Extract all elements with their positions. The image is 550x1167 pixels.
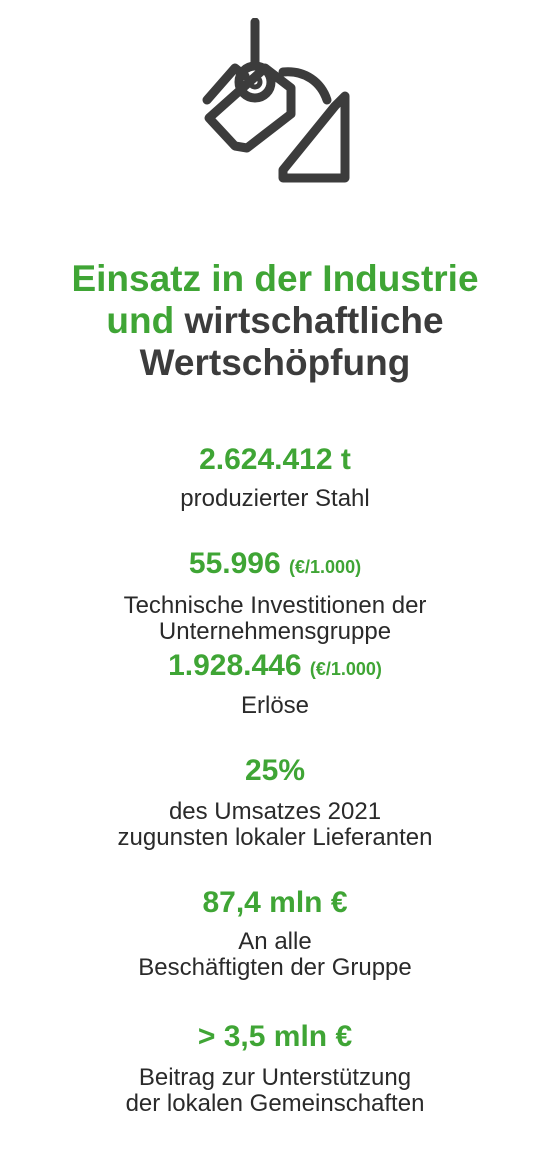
title-line-1: Einsatz in der Industrie	[71, 258, 479, 299]
stat-value: 25%	[244, 754, 306, 787]
stat-description: Beitrag zur Unterstützung der lokalen Ge…	[125, 1064, 425, 1117]
page-title: Einsatz in der Industrie und wirtschaftl…	[0, 258, 550, 384]
stat-description: des Umsatzes 2021 zugunsten lokaler Lief…	[117, 798, 433, 851]
steel-ladle-icon	[195, 17, 355, 188]
stat-description: produzierter Stahl	[180, 485, 370, 512]
stat-unit: (€/1.000)	[309, 659, 382, 679]
stat-unit: (€/1.000)	[289, 557, 362, 577]
title-line-2-dark: wirtschaftliche	[174, 300, 444, 341]
stat-description: An alle Beschäftigten der Gruppe	[138, 928, 412, 981]
stat-steel-production: 2.624.412 t produzierter Stahl	[0, 442, 550, 512]
stat-value-line: 55.996 (€/1.000)	[0, 546, 550, 585]
stat-value: 55.996	[188, 547, 281, 580]
stat-description: Technische Investitionen der Unternehmen…	[123, 592, 427, 645]
stat-investments: 55.996 (€/1.000) Technische Investitione…	[0, 546, 550, 645]
stat-revenue: 1.928.446 (€/1.000) Erlöse	[0, 648, 550, 719]
stat-local-suppliers: 25% des Umsatzes 2021 zugunsten lokaler …	[0, 753, 550, 851]
stat-value-line: 1.928.446 (€/1.000)	[0, 648, 550, 687]
stat-community-support: > 3,5 mln € Beitrag zur Unterstützung de…	[0, 1019, 550, 1117]
title-line-3: Wertschöpfung	[139, 342, 411, 383]
stat-employees: 87,4 mln € An alle Beschäftigten der Gru…	[0, 885, 550, 981]
stat-value: 87,4 mln €	[202, 886, 348, 919]
stat-description: Erlöse	[240, 692, 310, 719]
stat-value: 2.624.412 t	[199, 443, 351, 476]
title-line-2-green: und	[106, 300, 175, 341]
stat-value: > 3,5 mln €	[197, 1020, 353, 1053]
stat-value: 1.928.446	[168, 649, 302, 682]
